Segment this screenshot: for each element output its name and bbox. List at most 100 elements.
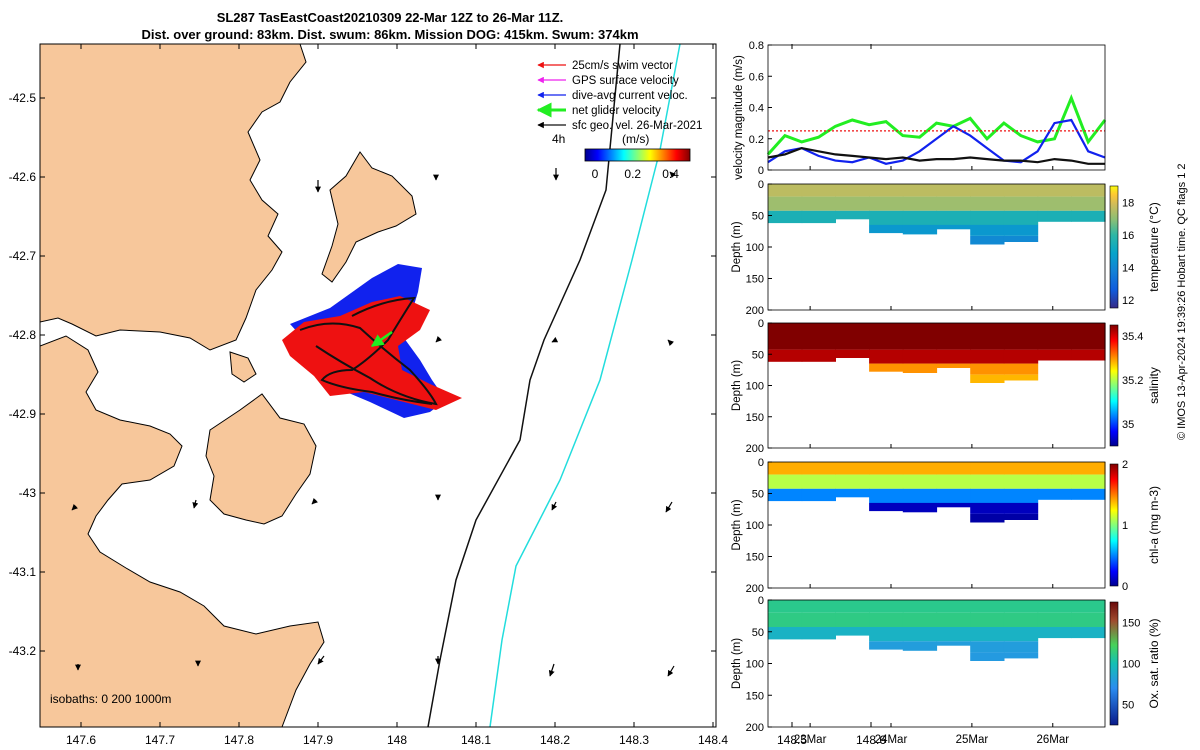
map-x-tick-label: 148.3 [619, 733, 649, 747]
profile-cell [768, 335, 803, 350]
map-x-tick-label: 148.1 [461, 733, 491, 747]
profile-cell [869, 363, 904, 372]
profile-cell [1003, 514, 1039, 520]
profile-cell [1037, 612, 1072, 627]
profile-cell [768, 488, 803, 502]
profile-cell [801, 612, 836, 627]
profile-cell [1003, 323, 1039, 336]
map-x-tick-label: 148.2 [540, 733, 570, 747]
colorbar-tick-label: 12 [1122, 295, 1134, 307]
colorbar-tick-label: 1 [1122, 520, 1128, 532]
profile-cell [970, 641, 1005, 653]
profile-cell [936, 488, 971, 503]
speed-colorbar-tick-label: 0.2 [624, 167, 641, 181]
profile-cell [936, 502, 971, 508]
surface-velocity-arrow [71, 504, 78, 511]
profile-cell [1037, 184, 1072, 197]
colorbar-tick-label: 35 [1122, 419, 1134, 431]
colorbar-tick-label: 150 [1122, 618, 1140, 630]
colorbar [1109, 185, 1119, 309]
profile-cell [1037, 335, 1072, 350]
y-axis-label: Depth (m) [731, 360, 743, 411]
y-tick-label: 0 [758, 179, 764, 191]
profile-cell [970, 474, 1005, 489]
y-tick-label: 50 [752, 349, 764, 361]
colorbar [1109, 463, 1119, 587]
forestier-peninsula [40, 335, 325, 727]
surface-velocity-arrow [669, 171, 676, 178]
colorbar-tick-label: 16 [1122, 230, 1134, 242]
profile-cell [936, 474, 971, 489]
profile-cell [768, 612, 803, 627]
profile-cell [902, 612, 938, 627]
profile-cell [936, 627, 971, 642]
time-tick-label: 23Mar [794, 734, 827, 746]
surface-velocity-arrow [192, 499, 199, 509]
maria-island [321, 151, 417, 283]
colorbar-tick-label: 14 [1122, 262, 1134, 274]
profile-cell [869, 196, 904, 211]
surface-velocity-arrow [311, 498, 318, 505]
profile-cell [1071, 349, 1106, 361]
map-y-tick-label: -42.9 [9, 407, 37, 421]
speed-colorbar-tick-label: 0.4 [662, 167, 679, 181]
map-x-tick-label: 147.6 [66, 733, 96, 747]
y-tick-label: 150 [746, 274, 764, 286]
map-y-axis: -42.5 -42.6 -42.7 -42.8 -42.9 -43 -43.1 -43.2 [9, 91, 716, 658]
profile-cell [936, 641, 971, 646]
profile-cell [1071, 323, 1106, 336]
map-y-tick-label: -43.1 [9, 565, 37, 579]
speed-colorbar [584, 148, 691, 162]
profile-cell [869, 600, 904, 613]
y-tick-label: 100 [746, 381, 764, 393]
profile-cell [801, 323, 836, 336]
profile-cell [835, 184, 870, 197]
profile-cell [936, 363, 971, 368]
surface-velocity-arrow [551, 501, 558, 511]
profile-cell [902, 502, 938, 513]
profile-cell [902, 323, 938, 336]
profile-cell [970, 224, 1005, 236]
profile-cell [768, 349, 803, 362]
profile-cell [835, 462, 870, 475]
profile-cell [1037, 210, 1072, 222]
map-x-tick-label: 147.7 [145, 733, 175, 747]
map-panel: 147.6 147.7 147.8 147.9 148 148.1 148.2 148.3 14… [9, 43, 886, 747]
profile-cell [768, 210, 803, 224]
profile-cell [970, 612, 1005, 627]
y-tick-label: 0 [758, 165, 764, 177]
legend-label: GPS surface velocity [572, 75, 679, 87]
net-velocity-arrow [370, 330, 393, 348]
profile-cell [768, 627, 803, 640]
profile-cell [936, 349, 971, 364]
y-tick-label: 200 [746, 722, 764, 734]
profile-cell [902, 600, 938, 613]
profile-cell [1037, 600, 1072, 613]
profile-cell [869, 184, 904, 197]
profile-cell [970, 210, 1005, 225]
profile-cell [801, 462, 836, 475]
colorbar-tick-label: 18 [1122, 197, 1134, 209]
legend-label: sfc geo. vel. 26-Mar-2021 [572, 120, 702, 132]
profile-cell [970, 600, 1005, 613]
profile-cell [1003, 335, 1039, 350]
profile-cell [1071, 196, 1106, 211]
surface-velocity-arrow [665, 501, 673, 513]
panel-salinity: 0 50 100 150 200 Depth (m) 35 35.2 35.4 salinity [731, 318, 1161, 455]
map-frame [39, 43, 717, 728]
profile-cell [902, 627, 938, 642]
y-tick-label: 200 [746, 305, 764, 317]
colorbar-label: Ox. sat. ratio (%) [1147, 618, 1161, 708]
land-masses [40, 44, 417, 727]
profile-cell [936, 462, 971, 475]
profile-cell [801, 474, 836, 489]
profile-cell [1003, 502, 1039, 514]
y-tick-label: 150 [746, 552, 764, 564]
speed-colorbar-tick-label: 0 [592, 167, 599, 181]
map-x-tick-label: 148 [387, 733, 407, 747]
profile-cell [801, 335, 836, 350]
profile-cell [801, 196, 836, 211]
profile-cell [869, 474, 904, 489]
y-tick-label: 200 [746, 443, 764, 455]
profile-cell [835, 600, 870, 613]
